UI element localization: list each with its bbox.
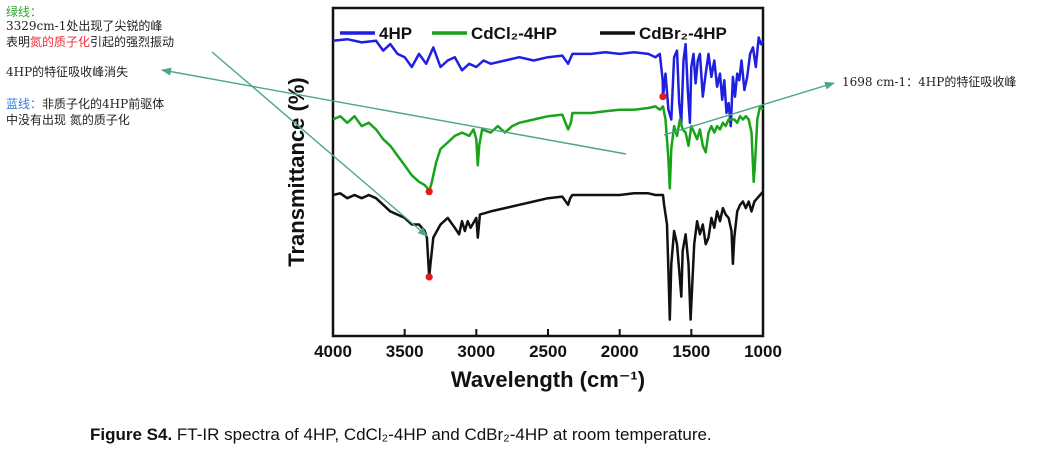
annotation-line2-post: 引起的强烈振动 <box>90 34 174 49</box>
series-line-cdcl2-4hp <box>332 105 764 193</box>
legend-label-4hp: 4HP <box>379 24 412 43</box>
annotation-line5: 中没有出现 氮的质子化 <box>6 112 130 127</box>
annotation-line2-highlight: 氮的质子化 <box>30 34 90 49</box>
annotation-green-heading: 绿线： <box>6 4 42 19</box>
left-annotation: 绿线： 3329cm-1处出现了尖锐的峰 表明氮的质子化引起的强烈振动 4HP的… <box>6 4 174 127</box>
peak-marker-0 <box>659 92 667 101</box>
peak-marker-2 <box>425 273 433 281</box>
annotation-blue-text: 非质子化的4HP前驱体 <box>42 96 164 111</box>
x-axis-title: Wavelength (cm⁻¹) <box>451 367 645 392</box>
caption-text: FT-IR spectra of 4HP, CdCl₂-4HP and CdBr… <box>172 425 712 444</box>
x-tick-label-2500: 2500 <box>529 342 567 361</box>
figure-caption: Figure S4. FT-IR spectra of 4HP, CdCl₂-4… <box>90 425 712 445</box>
annotation-line3: 4HP的特征吸收峰消失 <box>6 64 128 79</box>
x-tick-label-2000: 2000 <box>601 342 639 361</box>
x-axis-ticks: 4000 3500 3000 2500 2000 1500 1000 <box>314 329 782 361</box>
caption-label: Figure S4. <box>90 425 173 444</box>
peak-markers <box>425 92 667 281</box>
x-tick-label-1000: 1000 <box>744 342 782 361</box>
legend: 4HP CdCl₂-4HP CdBr₂-4HP <box>340 24 727 43</box>
x-tick-label-1500: 1500 <box>672 342 710 361</box>
arrow-to-cdcl2-peak <box>211 51 428 237</box>
annotation-line4: 蓝线：非质子化的4HP前驱体 <box>6 96 164 111</box>
arrow-to-1698-label <box>663 81 835 136</box>
annotation-line2-pre: 表明 <box>6 35 30 49</box>
peak-marker-1 <box>425 188 433 196</box>
series-layer <box>332 36 765 321</box>
y-axis-title: Transmittance (%) <box>284 77 309 267</box>
x-tick-label-3000: 3000 <box>457 342 495 361</box>
series-line-4hp <box>332 36 765 128</box>
annotation-blue-heading: 蓝线： <box>6 97 42 111</box>
legend-label-cdbr2-4hp: CdBr₂-4HP <box>639 24 727 43</box>
annotation-line1: 3329cm-1处出现了尖锐的峰 <box>6 18 162 33</box>
x-tick-label-4000: 4000 <box>314 342 352 361</box>
legend-label-cdcl2-4hp: CdCl₂-4HP <box>471 24 557 43</box>
arrow-to-label-area <box>161 67 627 155</box>
right-annotation: 1698 cm-1：4HP的特征吸收峰 <box>842 74 1016 89</box>
annotation-line2: 表明氮的质子化引起的强烈振动 <box>6 34 174 49</box>
x-tick-label-3500: 3500 <box>386 342 424 361</box>
series-line-cdbr2-4hp <box>332 190 764 321</box>
